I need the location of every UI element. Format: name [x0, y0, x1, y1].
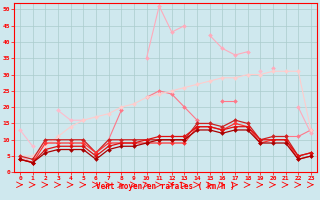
- X-axis label: Vent moyen/en rafales ( km/h ): Vent moyen/en rafales ( km/h ): [96, 182, 235, 191]
